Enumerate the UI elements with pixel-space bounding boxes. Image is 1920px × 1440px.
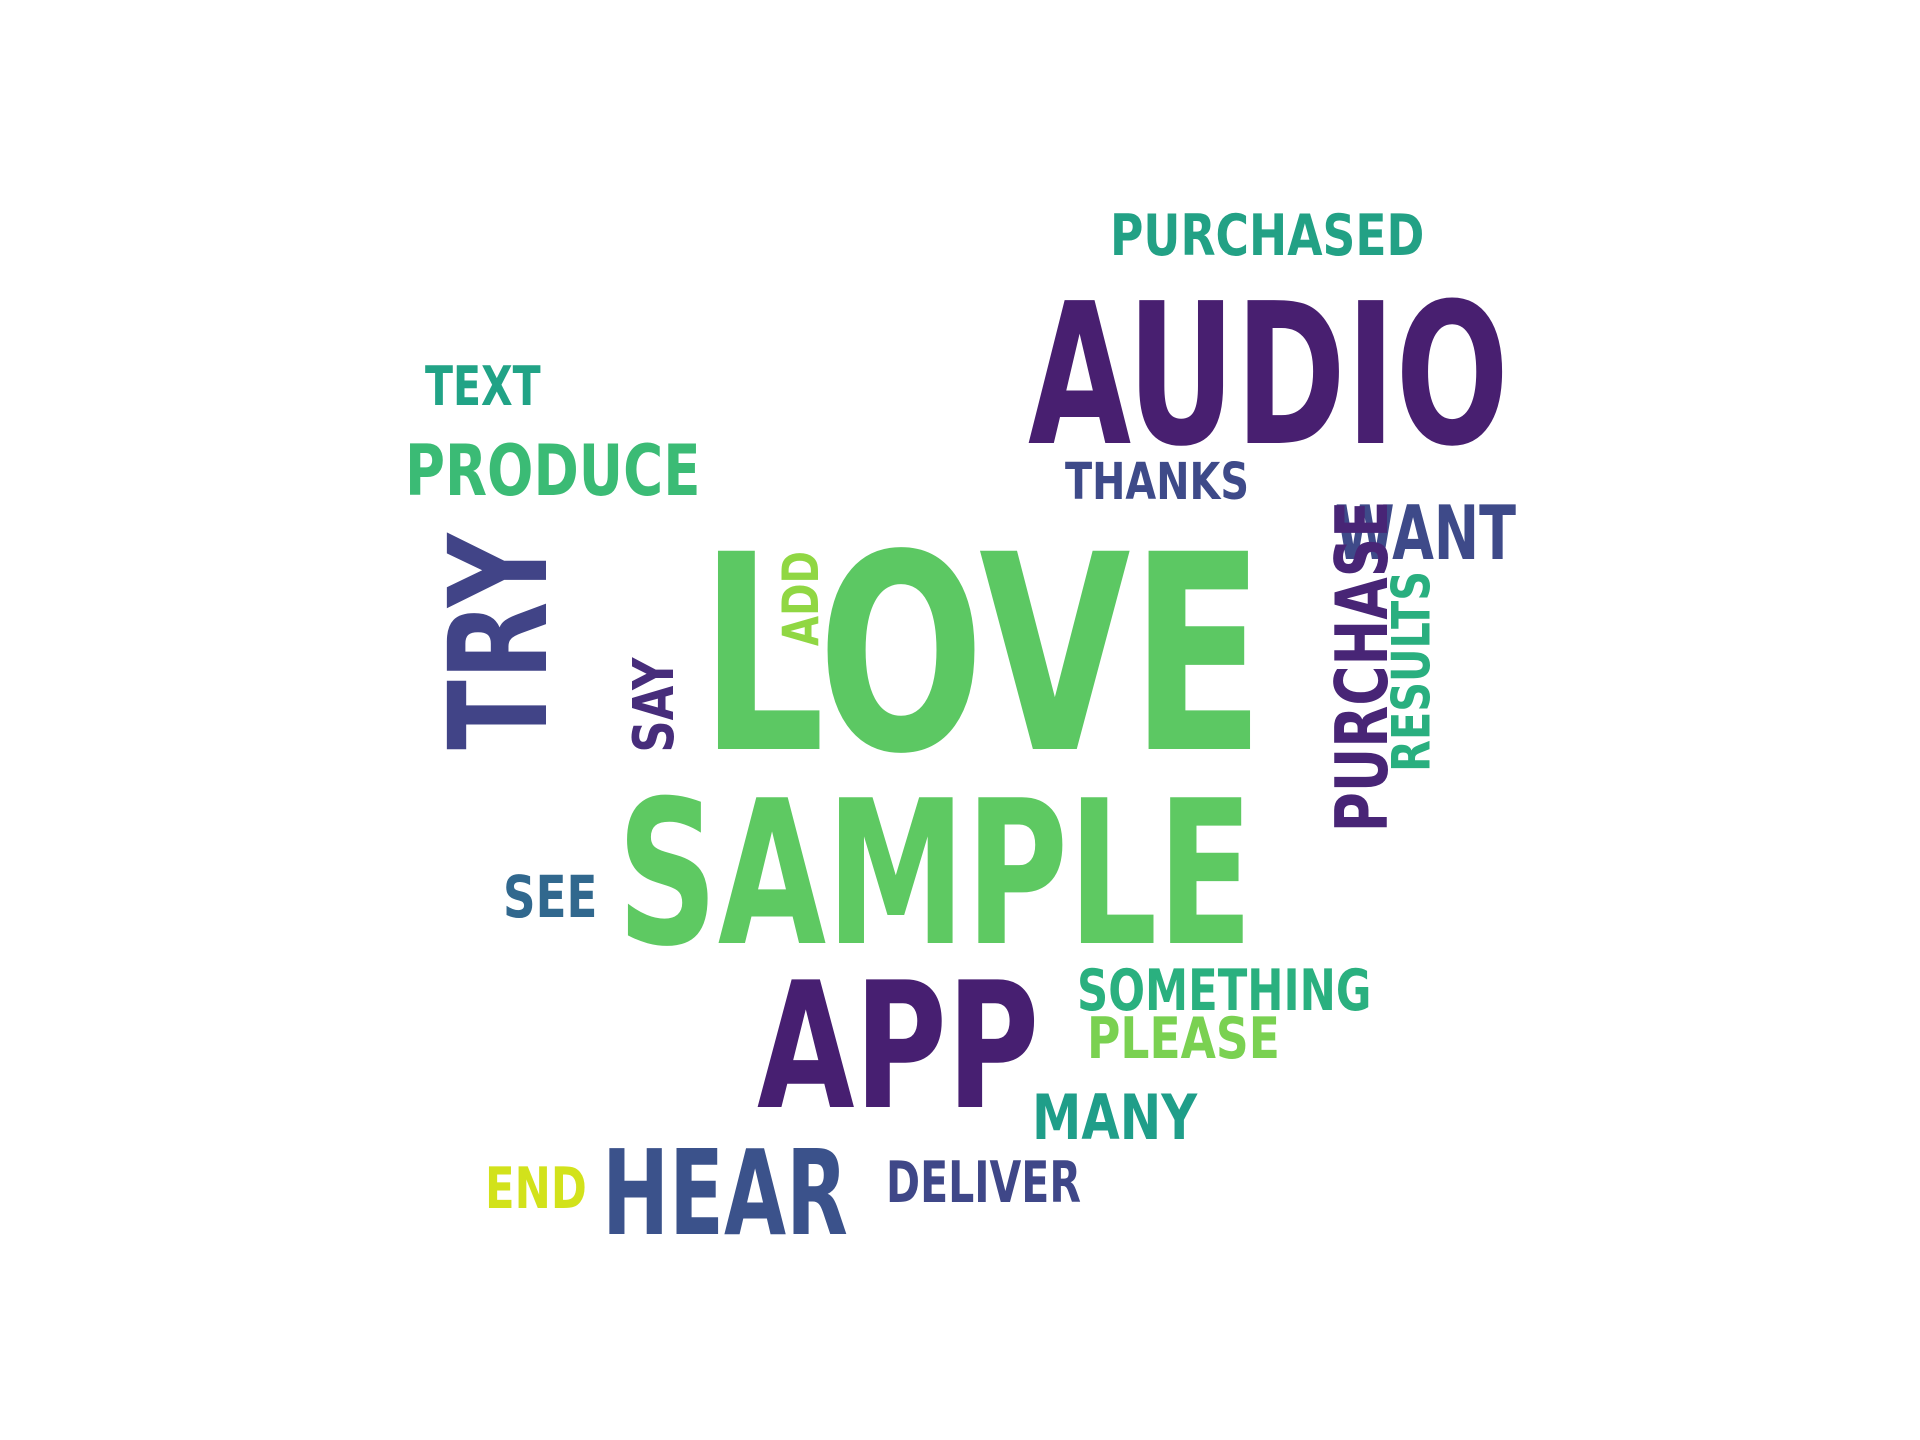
word-end: END [485,1156,587,1222]
word-audio: AUDIO [1028,262,1509,490]
word-app: APP [757,946,1040,1149]
word-results: RESULTS [1381,570,1443,772]
word-want: WANT [1335,489,1516,577]
word-thanks: THANKS [1065,453,1249,512]
word-deliver: DELIVER [886,1150,1081,1216]
word-many: MANY [1032,1081,1198,1154]
word-sample: SAMPLE [617,758,1253,991]
word-produce: PRODUCE [405,430,701,512]
word-say: SAY [622,657,687,753]
word-please: PLEASE [1087,1006,1280,1072]
word-add: ADD [772,551,830,647]
word-try: TRY [421,533,579,750]
word-love: LOVE [700,498,1265,814]
word-something: SOMETHING [1077,958,1372,1024]
word-purchased: PURCHASED [1110,203,1425,269]
word-see: SEE [503,863,598,931]
word-hear: HEAR [602,1124,848,1262]
word-text: TEXT [425,355,541,418]
